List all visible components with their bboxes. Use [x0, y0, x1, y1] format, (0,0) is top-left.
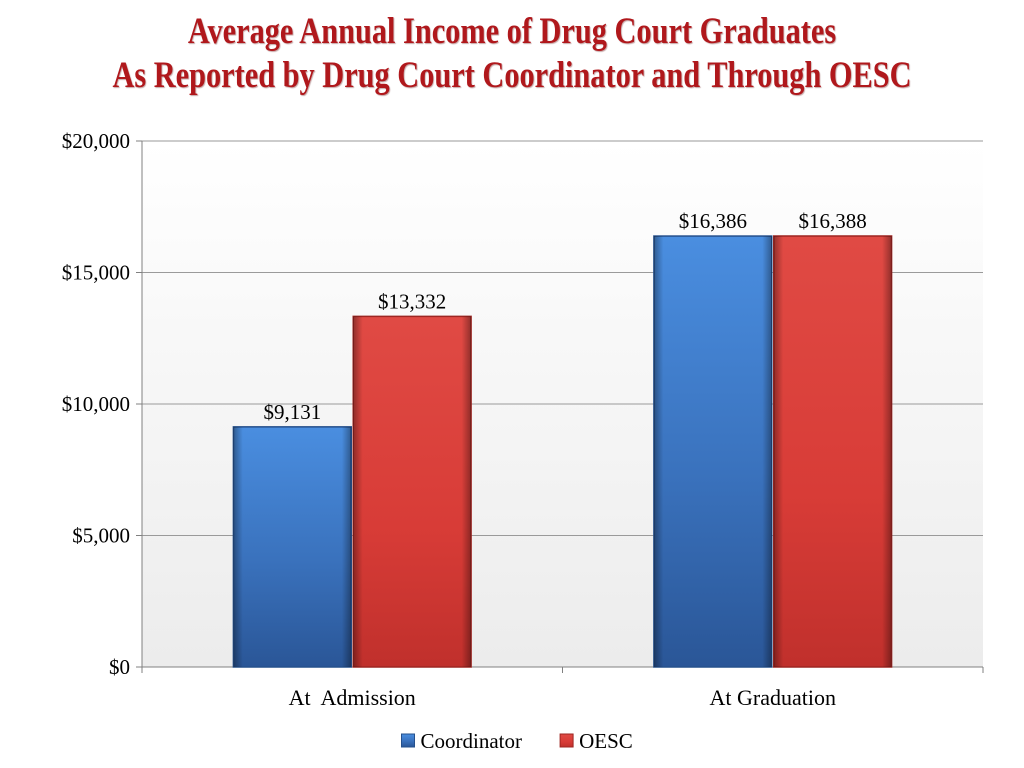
data-label: $9,131 — [263, 400, 321, 424]
y-tick-label: $10,000 — [62, 392, 130, 416]
y-tick-label: $20,000 — [62, 129, 130, 153]
chart-title: Average Annual Income of Drug Court Grad… — [0, 10, 1024, 98]
y-tick-label: $0 — [109, 655, 130, 679]
data-label: $16,386 — [679, 209, 747, 233]
chart-title-line1: Average Annual Income of Drug Court Grad… — [187, 11, 837, 52]
y-tick-label: $15,000 — [62, 261, 130, 285]
bar-shading — [233, 426, 352, 667]
bars — [232, 235, 893, 668]
bar-shading — [353, 316, 472, 667]
x-tick-label: At Admission — [289, 685, 416, 710]
axes: $0 $5,000 $10,000 $15,000 $20,000 At Admissio… — [62, 129, 984, 710]
data-label: $16,388 — [799, 209, 867, 233]
x-tick-label: At Graduation — [710, 685, 836, 710]
chart-title-line2: As Reported by Drug Court Coordinator an… — [112, 55, 912, 96]
legend-swatch-coordinator — [401, 733, 415, 748]
legend: Coordinator OESC — [401, 729, 633, 753]
bar-shading — [653, 236, 772, 667]
y-tick-label: $5,000 — [72, 524, 130, 548]
data-labels: $9,131 $13,332 $16,386 $16,388 — [263, 209, 866, 424]
legend-label-oesc: OESC — [579, 729, 633, 753]
bar-shading — [773, 235, 892, 667]
data-label: $13,332 — [378, 289, 446, 313]
legend-swatch-oesc — [559, 733, 574, 748]
legend-label-coordinator: Coordinator — [421, 729, 522, 753]
